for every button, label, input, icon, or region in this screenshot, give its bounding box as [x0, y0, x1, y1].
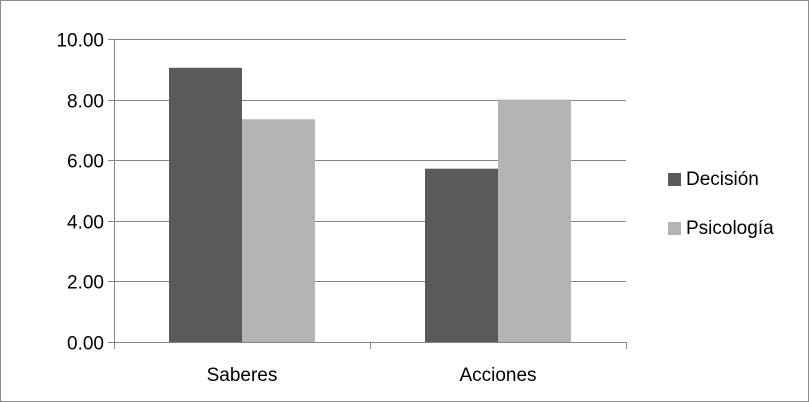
- legend: Decisión Psicología: [668, 169, 774, 239]
- x-category-label: Acciones: [459, 365, 536, 386]
- y-tick-label: 6.00: [67, 152, 104, 173]
- legend-swatch: [668, 222, 681, 235]
- axes: [108, 39, 627, 349]
- x-category-labels: Saberes Acciones: [207, 365, 537, 386]
- y-tick-label: 4.00: [67, 213, 104, 234]
- y-tick-labels: 0.00 2.00 4.00 6.00 8.00 10.00: [56, 31, 104, 355]
- y-tick-label: 8.00: [67, 92, 104, 113]
- bar-psicología-saberes: [242, 119, 315, 342]
- y-tick-label: 10.00: [56, 31, 104, 52]
- legend-swatch: [668, 173, 681, 186]
- y-tick-label: 2.00: [67, 273, 104, 294]
- bar-decisión-acciones: [425, 168, 498, 342]
- bar-psicología-acciones: [498, 99, 571, 342]
- bars: [169, 67, 571, 342]
- legend-label: Decisión: [686, 169, 759, 190]
- legend-label: Psicología: [686, 218, 774, 239]
- y-tick-label: 0.00: [67, 334, 104, 355]
- x-category-label: Saberes: [207, 365, 278, 386]
- bar-decisión-saberes: [169, 67, 242, 342]
